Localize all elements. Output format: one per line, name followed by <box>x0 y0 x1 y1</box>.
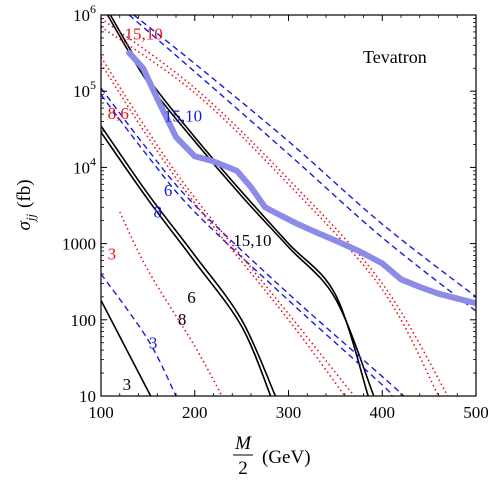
x-axis-numerator: M <box>234 433 252 454</box>
series-curve-blue-dashed-6 <box>133 15 476 298</box>
curve-label-blue-4: 6 <box>164 181 173 200</box>
y-tick-label: 10 <box>79 387 96 406</box>
series-curve-red-dotted-12 <box>101 56 355 396</box>
x-tick-label: 300 <box>276 403 302 422</box>
y-axis-title: σjj (fb) <box>14 179 38 230</box>
series-curve-black-solid-3 <box>101 131 272 396</box>
series-curve-black-solid-4 <box>101 299 152 396</box>
y-tick-exponent: 6 <box>90 2 96 16</box>
y-tick-label: 106 <box>73 2 96 25</box>
y-tick-base: 10 <box>73 158 90 177</box>
curve-label-blue-6: 3 <box>149 334 158 353</box>
y-axis-symbol: σ <box>14 221 35 231</box>
x-axis-denominator: 2 <box>238 458 248 479</box>
y-axis-unit: (fb) <box>14 179 35 207</box>
series-curve-blue-dashed-9 <box>101 273 177 396</box>
x-tick-label: 100 <box>88 403 114 422</box>
curve-label-black-7: 15,10 <box>233 231 271 250</box>
series-curve-red-dotted-13 <box>101 63 346 396</box>
y-tick-exponent: 5 <box>90 78 96 92</box>
x-tick-label: 500 <box>463 403 489 422</box>
series-curve-blue-dashed-8 <box>101 94 394 396</box>
y-axis-subscript: jj <box>23 214 38 224</box>
curve-label-black-8: 6 <box>187 288 196 307</box>
series-curve-blue-dashed-5 <box>128 15 476 312</box>
series-curve-black-solid-2 <box>101 125 277 396</box>
curve-label-red-2: 3 <box>108 244 117 263</box>
series-curve-red-dotted-14 <box>119 211 223 396</box>
y-tick-exponent: 4 <box>90 154 96 168</box>
y-tick-base: 10 <box>73 6 90 25</box>
series-curve-red-dotted-10 <box>101 17 449 396</box>
curve-label-red-1: 8,6 <box>108 104 129 123</box>
x-tick-label: 200 <box>182 403 208 422</box>
curve-label-blue-5: 8 <box>154 203 163 222</box>
curve-label-black-10: 3 <box>123 375 132 394</box>
series-curve-limit-15 <box>126 49 476 307</box>
curve-label-red-0: 15,10 <box>124 24 162 43</box>
y-tick-base: 10 <box>73 82 90 101</box>
tevatron-annotation: Tevatron <box>363 47 427 67</box>
y-axis-title-text: σjj (fb) <box>14 179 38 230</box>
x-tick-label: 400 <box>370 403 396 422</box>
y-tick-label: 104 <box>73 154 96 177</box>
y-tick-label: 1000 <box>62 235 96 254</box>
x-axis-unit: (GeV) <box>262 447 311 468</box>
y-tick-label: 100 <box>71 311 97 330</box>
curve-label-blue-3: 15,10 <box>164 107 202 126</box>
curve-layer <box>101 15 476 396</box>
series-curve-blue-dashed-7 <box>101 87 405 396</box>
x-axis-title: M 2 (GeV) <box>233 433 311 479</box>
y-tick-label: 105 <box>73 78 96 101</box>
series-curve-red-dotted-11 <box>101 26 440 396</box>
curve-label-black-9: 8 <box>178 310 187 329</box>
